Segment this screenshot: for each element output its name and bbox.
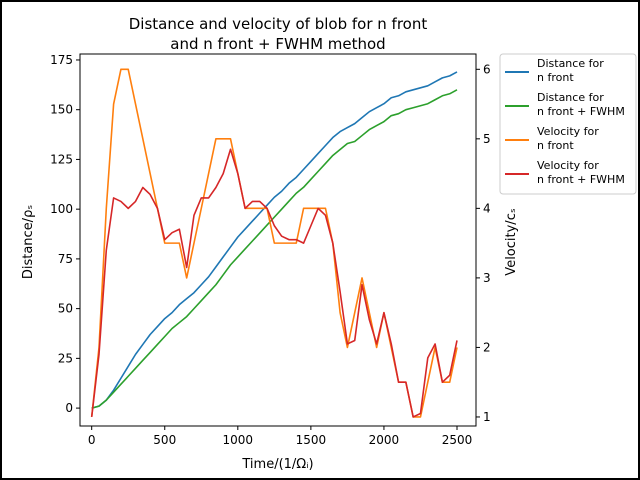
plot-area-frame [79,53,477,427]
right-tick-label: 1 [483,410,491,424]
legend-label-distance-fwhm-line1: Distance for [537,91,604,104]
series-line-velocity-for-n-front [90,68,458,418]
right-tick-label: 3 [483,271,491,285]
right-tick-label: 5 [483,132,491,146]
chart-title-line1: Distance and velocity of blob for n fron… [129,15,428,33]
chart-title-line2: and n front + FWHM method [170,35,385,53]
x-tick-label: 2500 [442,433,473,447]
x-tick-label: 2000 [369,433,400,447]
legend-label-velocity-n-front-line2: n front [537,139,574,152]
right-tick-label: 2 [483,340,491,354]
left-tick-label: 100 [50,202,73,216]
x-tick-label: 1500 [296,433,327,447]
x-axis-label: Time/(1/Ωᵢ) [241,457,313,472]
legend-label-distance-n-front-line2: n front [537,71,574,84]
right-tick-label: 4 [483,201,491,215]
plot-lines [90,68,458,418]
legend-label-velocity-fwhm-line2: n front + FWHM [537,173,625,186]
series-line-velocity-for-n-front-fwhm [90,148,458,418]
x-tick-label: 0 [88,433,96,447]
legend-box [499,53,637,195]
right-tick-label: 6 [483,62,491,76]
left-axis-label: Distance/ρₛ [21,205,36,279]
series-line-distance-for-n-front [91,71,458,409]
legend-label-velocity-n-front-line1: Velocity for [537,125,599,138]
right-axis-ticks: 1 2 3 4 5 6 [476,62,491,424]
x-axis-ticks: 0 500 1000 1500 2000 2500 [88,426,472,447]
legend: Distance for n front Distance for n fron… [499,53,637,195]
legend-label-distance-n-front-line1: Distance for [537,57,604,70]
left-axis-ticks: 0 25 50 75 100 125 150 175 [50,53,80,415]
right-axis-label: Velocity/cₛ [504,208,519,276]
left-tick-label: 125 [50,152,73,166]
legend-label-distance-fwhm-line2: n front + FWHM [537,105,625,118]
left-tick-label: 175 [50,53,73,67]
left-tick-label: 0 [65,401,73,415]
legend-label-velocity-fwhm-line1: Velocity for [537,159,599,172]
series-line-distance-for-n-front-fwhm [91,89,458,409]
x-tick-label: 500 [153,433,176,447]
x-tick-label: 1000 [223,433,254,447]
left-tick-label: 150 [50,103,73,117]
left-tick-label: 50 [58,302,73,316]
left-tick-label: 25 [58,351,73,365]
left-tick-label: 75 [58,252,73,266]
